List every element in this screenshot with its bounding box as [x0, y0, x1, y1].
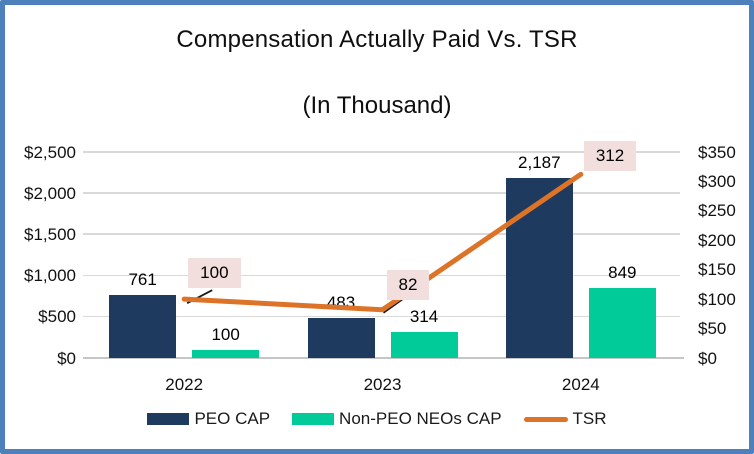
left-axis-tick-label: $500 [38, 307, 76, 327]
left-axis-tick-label: $2,500 [24, 142, 76, 162]
x-axis-label-2022: 2022 [165, 375, 204, 394]
chart-title: Compensation Actually Paid Vs. TSR [176, 26, 578, 53]
data-label-non-peo-neos-cap-2023: 314 [409, 307, 439, 327]
legend-label-peo-cap: PEO CAP [194, 409, 271, 428]
gridline [83, 192, 680, 194]
right-axis-tick-label: $200 [698, 230, 736, 250]
tsr-data-label-2022: 100 [188, 258, 241, 289]
bar-non-peo-neos-cap-2024[interactable] [588, 288, 656, 358]
bar-peo-cap-2022[interactable] [109, 295, 177, 358]
gridline [83, 315, 680, 318]
legend-label-non-peo-neos-cap: Non-PEO NEOs CAP [339, 409, 502, 428]
right-axis-tick-label: $150 [698, 260, 736, 280]
data-label-non-peo-neos-cap-2022: 100 [211, 324, 240, 344]
gridline [83, 274, 680, 277]
chart-subtitle: (In Thousand) [302, 92, 452, 119]
gridline [83, 233, 680, 235]
right-axis-tick-label: $300 [698, 171, 736, 191]
data-label-peo-cap-2022: 761 [128, 270, 157, 290]
legend-item-non-peo-neos-cap[interactable]: Non-PEO NEOs CAP [292, 409, 502, 429]
gridline [83, 151, 680, 153]
legend-label-tsr: TSR [572, 409, 607, 428]
data-label-peo-cap-2024: 2,187 [518, 152, 561, 172]
peo-cap-swatch-icon [147, 413, 190, 425]
left-axis-tick-label: $2,000 [24, 183, 76, 203]
tsr-line-swatch-icon [523, 416, 568, 422]
tsr-data-label-2024: 312 [583, 141, 637, 172]
right-axis-tick-label: $350 [698, 142, 736, 162]
right-axis-tick-label: $0 [698, 348, 717, 368]
bar-non-peo-neos-cap-2023[interactable] [390, 332, 458, 358]
legend-item-tsr[interactable]: TSR [523, 409, 607, 429]
x-axis-label-2024: 2024 [561, 375, 600, 394]
x-axis-line [83, 357, 684, 359]
left-axis-tick-label: $1,000 [24, 266, 76, 286]
bar-peo-cap-2023[interactable] [307, 318, 375, 358]
bar-peo-cap-2024[interactable] [505, 177, 573, 358]
left-axis-tick-label: $0 [57, 348, 76, 368]
bar-non-peo-neos-cap-2022[interactable] [192, 349, 260, 358]
legend: PEO CAP Non-PEO NEOs CAP TSR [0, 409, 754, 429]
non-peo-neos-cap-swatch-icon [292, 413, 335, 425]
legend-item-peo-cap[interactable]: PEO CAP [147, 409, 270, 429]
right-axis-tick-label: $100 [698, 289, 736, 309]
right-axis-tick-label: $50 [698, 319, 727, 339]
x-axis-label-2023: 2023 [363, 375, 402, 394]
tsr-line[interactable] [181, 171, 584, 313]
tsr-data-label-2023: 82 [386, 269, 430, 300]
right-axis-tick-label: $250 [698, 201, 736, 221]
data-label-non-peo-neos-cap-2024: 849 [608, 263, 637, 283]
left-axis-tick-label: $1,500 [24, 224, 76, 244]
